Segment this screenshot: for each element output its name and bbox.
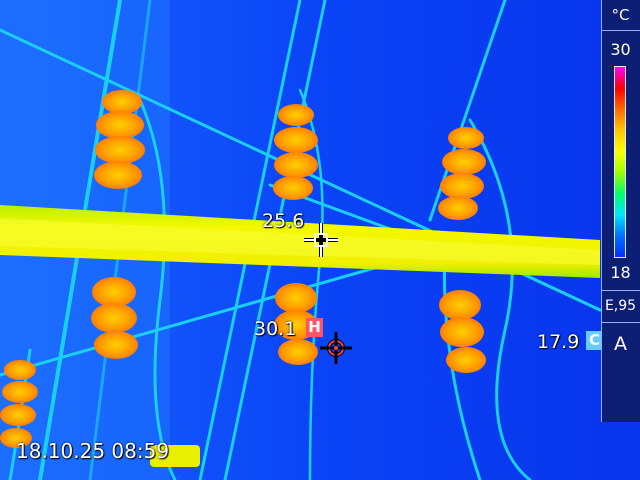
- mode-letter: A: [614, 333, 627, 355]
- emissivity-value: E,95: [604, 298, 637, 314]
- insulators: [0, 90, 486, 448]
- cold-spot-temp: 17.9: [537, 331, 580, 353]
- hot-spot-temp: 30.1: [254, 318, 297, 340]
- cold-spot-badge: C: [586, 331, 603, 350]
- scale-unit: °C: [611, 6, 630, 24]
- scale-max: 30: [610, 40, 631, 59]
- hot-crosshair: [320, 332, 352, 364]
- scale-divider-low: [602, 322, 640, 323]
- scale-min: 18: [610, 263, 631, 282]
- center-crosshair-inner: [304, 223, 338, 257]
- capture-timestamp: 18.10.25 08:59: [16, 439, 170, 463]
- color-scale-bar: [614, 66, 626, 258]
- scale-divider-top: [602, 30, 640, 31]
- hot-spot-badge: H: [306, 318, 323, 337]
- busbar-core: [0, 218, 600, 265]
- lower-warm-strip: [150, 445, 200, 467]
- center-spot-temp: 25.6: [262, 210, 305, 232]
- scale-divider-mid: [602, 290, 640, 291]
